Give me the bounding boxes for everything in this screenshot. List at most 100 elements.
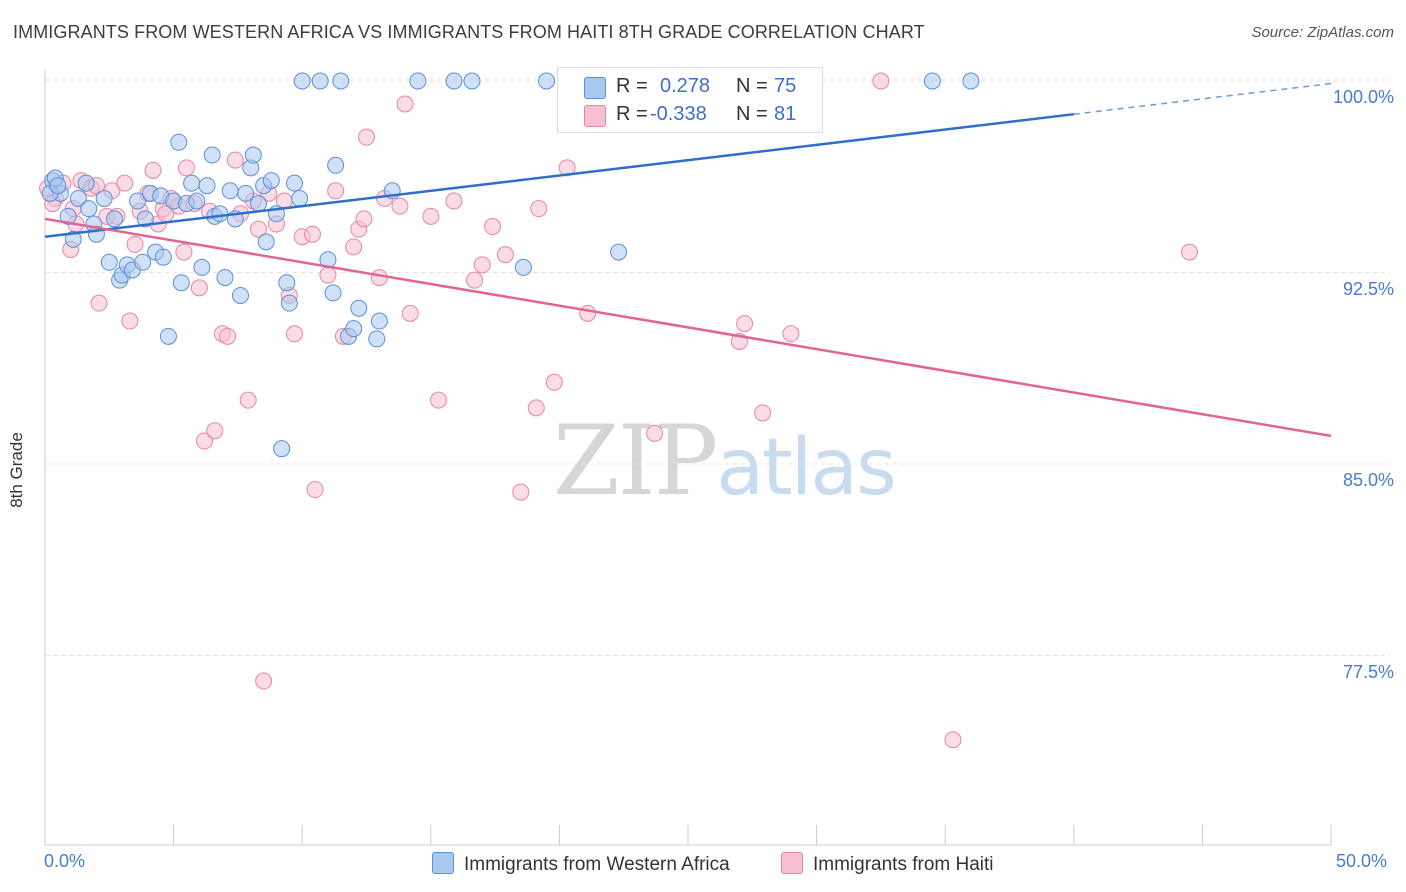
point-western-africa — [188, 192, 206, 210]
point-western-africa — [409, 72, 427, 90]
point-western-africa — [105, 210, 123, 228]
point-haiti — [527, 399, 545, 417]
point-haiti — [646, 424, 664, 442]
watermark: ZIPatlas — [553, 405, 897, 517]
watermark-atlas: atlas — [716, 423, 896, 513]
point-western-africa — [249, 195, 267, 213]
point-haiti — [558, 159, 576, 177]
point-western-africa — [285, 174, 303, 192]
point-haiti — [1181, 243, 1199, 261]
trend-lines — [44, 82, 1332, 438]
point-haiti — [116, 174, 134, 192]
legend-row-haiti: R = -0.338 N = 81 — [558, 101, 822, 131]
point-western-africa — [445, 72, 463, 90]
point-haiti — [355, 210, 373, 228]
point-haiti — [219, 327, 237, 345]
point-haiti — [190, 279, 208, 297]
point-western-africa — [332, 72, 350, 90]
point-haiti — [358, 128, 375, 146]
point-western-africa — [159, 327, 177, 345]
point-haiti — [255, 672, 273, 690]
point-haiti — [396, 95, 414, 113]
point-western-africa — [923, 72, 941, 90]
point-western-africa — [136, 210, 154, 228]
point-haiti — [496, 246, 514, 264]
watermark-zip: ZIP — [553, 405, 718, 517]
point-haiti — [370, 269, 388, 287]
axes — [44, 70, 1332, 846]
point-haiti — [473, 256, 491, 274]
point-haiti — [484, 218, 502, 236]
point-western-africa — [154, 248, 172, 266]
trend-line-western-africa — [44, 112, 1074, 238]
point-western-africa — [291, 189, 309, 207]
legend-row-western-africa: R = 0.278 N = 75 — [558, 73, 822, 103]
point-haiti — [466, 271, 484, 289]
point-haiti — [345, 238, 363, 256]
point-haiti — [195, 432, 213, 450]
points-western-africa — [41, 72, 980, 458]
point-western-africa — [463, 72, 481, 90]
point-haiti — [391, 197, 409, 215]
series-swatch-pink — [781, 852, 803, 874]
point-western-africa — [368, 330, 386, 348]
point-haiti — [144, 161, 162, 179]
series-label-western-africa: Immigrants from Western Africa — [464, 854, 730, 875]
point-haiti — [530, 200, 548, 218]
point-western-africa — [183, 174, 201, 192]
point-western-africa — [80, 200, 98, 218]
point-western-africa — [514, 258, 532, 276]
point-haiti — [401, 304, 419, 322]
y-tick-label: 77.5% — [1342, 661, 1394, 682]
point-haiti — [239, 391, 257, 409]
point-haiti — [782, 325, 800, 343]
y-tick-label: 85.0% — [1342, 470, 1394, 490]
point-haiti — [303, 225, 321, 243]
point-western-africa — [193, 258, 211, 276]
source-credit: Source: ZipAtlas.com — [1251, 24, 1394, 41]
points-haiti — [39, 72, 1199, 749]
point-western-africa — [100, 253, 118, 271]
point-haiti — [944, 731, 962, 749]
point-western-africa — [324, 284, 342, 302]
point-haiti — [249, 220, 267, 238]
point-western-africa — [49, 177, 67, 195]
point-haiti — [177, 159, 195, 177]
point-western-africa — [962, 72, 980, 90]
point-western-africa — [134, 253, 152, 271]
point-western-africa — [221, 182, 239, 200]
stats-legend: R = 0.278 N = 75 R = -0.338 N = 81 — [557, 67, 823, 133]
point-haiti — [445, 192, 463, 210]
point-western-africa — [77, 174, 95, 192]
point-haiti — [422, 207, 440, 225]
point-western-africa — [64, 230, 82, 248]
point-western-africa — [129, 192, 147, 210]
point-haiti — [872, 72, 890, 90]
point-western-africa — [327, 156, 345, 174]
legend-r-label: R = — [616, 103, 648, 125]
point-western-africa — [293, 72, 311, 90]
chart-title: IMMIGRANTS FROM WESTERN AFRICA VS IMMIGR… — [13, 22, 925, 42]
point-western-africa — [69, 189, 87, 207]
point-western-africa — [216, 269, 234, 287]
point-western-africa — [203, 146, 221, 164]
point-western-africa — [345, 320, 363, 338]
point-haiti — [545, 373, 563, 391]
point-haiti — [736, 315, 754, 333]
point-haiti — [175, 243, 193, 261]
y-tick-label: 100.0% — [1332, 87, 1394, 107]
legend-swatch-blue — [584, 77, 606, 99]
trend-line-western-africa-extension — [1073, 82, 1332, 115]
legend-r-value: -0.338 — [650, 103, 707, 125]
point-haiti — [226, 151, 244, 169]
x-tick-label-min: 0.0% — [44, 851, 86, 871]
y-tick-label: 92.5% — [1342, 278, 1394, 299]
point-western-africa — [262, 172, 280, 190]
legend-n-value: 75 — [774, 75, 797, 97]
x-tick-label-max: 50.0% — [1336, 851, 1388, 871]
point-western-africa — [198, 177, 216, 195]
point-western-africa — [95, 189, 113, 207]
point-western-africa — [370, 312, 388, 330]
point-western-africa — [311, 72, 329, 90]
